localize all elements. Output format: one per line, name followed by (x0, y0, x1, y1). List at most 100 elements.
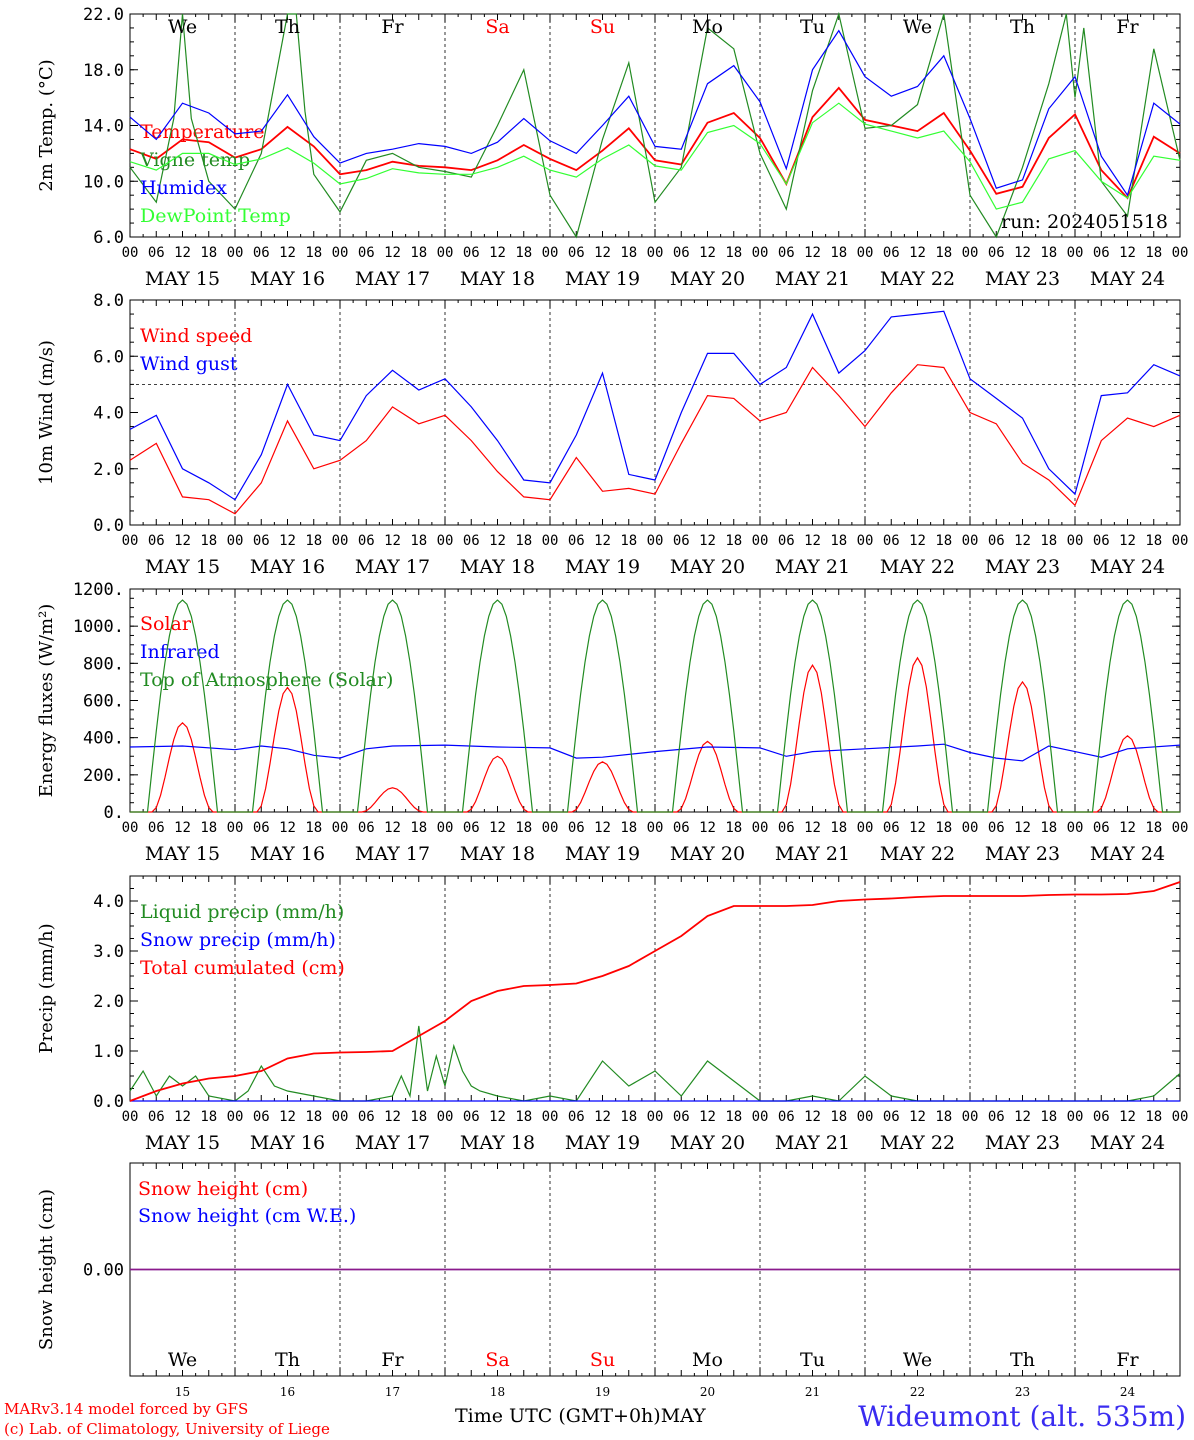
hour-label: 06 (778, 533, 795, 549)
hour-label: 00 (122, 820, 139, 836)
hour-label: 00 (542, 533, 559, 549)
hour-label: 18 (620, 820, 637, 836)
hour-label: 18 (935, 820, 952, 836)
hour-label: 12 (384, 533, 401, 549)
hour-label: 18 (725, 533, 742, 549)
hour-label: 12 (594, 820, 611, 836)
legend-entry: Snow height (cm W.E.) (138, 1205, 356, 1227)
hour-label: 18 (935, 533, 952, 549)
hour-label: 00 (962, 533, 979, 549)
hour-label: 12 (594, 245, 611, 261)
hour-label: 18 (410, 1109, 427, 1125)
day-name: Mo (692, 16, 723, 38)
hour-label: 00 (332, 533, 349, 549)
hour-label: 12 (804, 820, 821, 836)
hour-label: 18 (305, 533, 322, 549)
day-name: Sa (485, 16, 509, 38)
hour-label: 00 (752, 1109, 769, 1125)
hour-label: 12 (279, 820, 296, 836)
hour-label: 06 (358, 820, 375, 836)
date-label: MAY 22 (880, 843, 955, 865)
legend-entry: DewPoint Temp (140, 205, 291, 227)
date-label: MAY 15 (145, 268, 220, 290)
y-axis-label: Precip (mm/h) (36, 923, 57, 1053)
legend-entry: Temperature (140, 121, 264, 143)
hour-label: 00 (332, 1109, 349, 1125)
y-tick-label: 14.0 (83, 117, 124, 137)
hour-label: 06 (673, 245, 690, 261)
day-name: Su (590, 1349, 615, 1371)
hour-label: 00 (647, 533, 664, 549)
hour-label: 06 (463, 1109, 480, 1125)
day-number: 17 (385, 1385, 400, 1399)
day-number: 24 (1120, 1385, 1136, 1399)
panel-frame (129, 588, 1181, 813)
panel-frame (129, 13, 1181, 238)
hour-label: 00 (227, 1109, 244, 1125)
y-tick-label: 3.0 (93, 942, 124, 962)
hour-label: 06 (988, 533, 1005, 549)
hour-label: 18 (830, 820, 847, 836)
hour-label: 18 (1040, 820, 1057, 836)
y-tick-label: 1.0 (93, 1042, 124, 1062)
hour-label: 06 (148, 820, 165, 836)
day-name: We (903, 1349, 932, 1371)
hour-label: 18 (620, 533, 637, 549)
date-label: MAY 19 (565, 556, 640, 578)
legend-entry: Top of Atmosphere (Solar) (140, 669, 393, 691)
hour-label: 06 (568, 820, 585, 836)
day-number: 15 (175, 1385, 190, 1399)
legend-entry: Solar (140, 613, 192, 635)
hour-label: 12 (279, 533, 296, 549)
date-label: MAY 19 (565, 268, 640, 290)
hour-label: 00 (857, 245, 874, 261)
date-label: MAY 16 (250, 268, 325, 290)
hour-label: 00 (227, 245, 244, 261)
hour-label: 00 (752, 245, 769, 261)
date-label: MAY 21 (775, 556, 850, 578)
hour-label: 12 (804, 245, 821, 261)
hour-label: 00 (1172, 1109, 1189, 1125)
day-number: 20 (700, 1385, 715, 1399)
hour-label: 06 (778, 1109, 795, 1125)
y-tick-label: 2.0 (93, 992, 124, 1012)
hour-label: 00 (752, 820, 769, 836)
hour-label: 00 (122, 1109, 139, 1125)
hour-label: 12 (594, 1109, 611, 1125)
y-tick-label: 6.0 (93, 347, 124, 367)
y-tick-label: 22.0 (83, 5, 124, 25)
hour-label: 18 (200, 1109, 217, 1125)
hour-label: 00 (227, 820, 244, 836)
y-tick-label: 8.0 (93, 291, 124, 311)
hour-label: 00 (962, 820, 979, 836)
y-tick-label: 800. (83, 654, 124, 674)
hour-label: 06 (358, 1109, 375, 1125)
hour-label: 12 (489, 533, 506, 549)
y-tick-label: 0. (104, 803, 124, 823)
hour-label: 06 (463, 533, 480, 549)
hour-label: 18 (725, 820, 742, 836)
hour-label: 06 (1093, 1109, 1110, 1125)
hour-label: 00 (1067, 820, 1084, 836)
hour-label: 12 (804, 533, 821, 549)
hour-label: 18 (830, 1109, 847, 1125)
legend-entry: Snow height (cm) (138, 1178, 308, 1200)
date-label: MAY 20 (670, 843, 745, 865)
hour-label: 18 (1145, 533, 1162, 549)
hour-label: 18 (1040, 533, 1057, 549)
hour-label: 12 (1119, 1109, 1136, 1125)
hour-label: 18 (305, 1109, 322, 1125)
hour-label: 06 (778, 820, 795, 836)
legend-entry: Infrared (140, 641, 220, 663)
date-label: MAY 21 (775, 268, 850, 290)
hour-label: 12 (909, 533, 926, 549)
panel-frame (129, 299, 1181, 526)
day-number: 23 (1015, 1385, 1030, 1399)
hour-label: 18 (200, 820, 217, 836)
hour-label: 00 (962, 245, 979, 261)
hour-label: 12 (909, 1109, 926, 1125)
series-line-total-cumulated-cm- (129, 881, 1181, 1102)
hour-label: 12 (174, 245, 191, 261)
hour-label: 00 (752, 533, 769, 549)
hour-label: 12 (489, 820, 506, 836)
